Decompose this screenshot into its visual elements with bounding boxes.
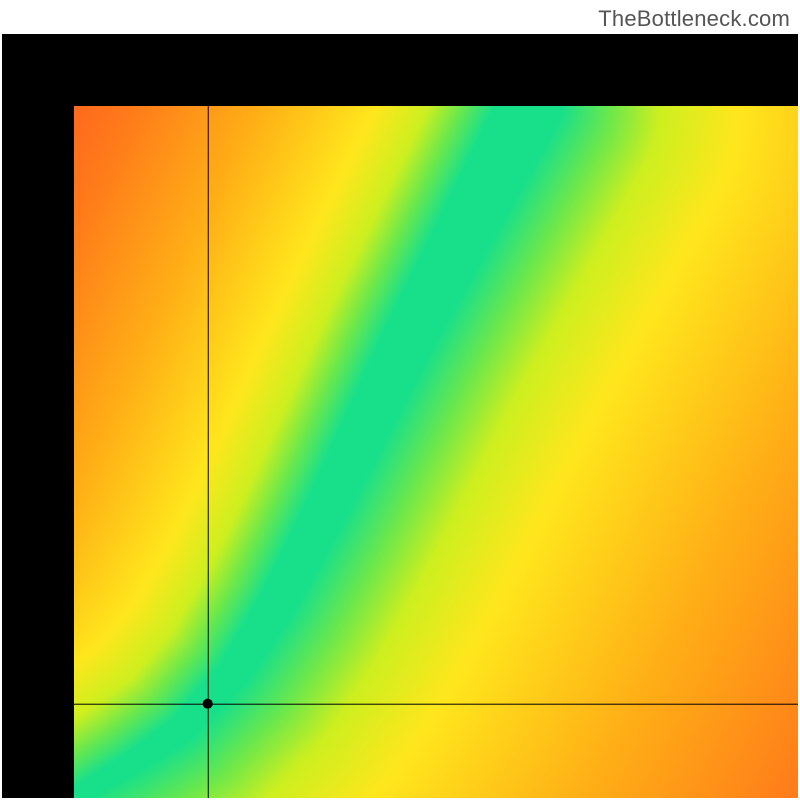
figure-container: { "watermark": { "text": "TheBottleneck.… xyxy=(0,0,800,800)
crosshair-canvas xyxy=(74,106,798,798)
plot-frame xyxy=(2,34,798,798)
watermark-text: TheBottleneck.com xyxy=(598,6,790,32)
